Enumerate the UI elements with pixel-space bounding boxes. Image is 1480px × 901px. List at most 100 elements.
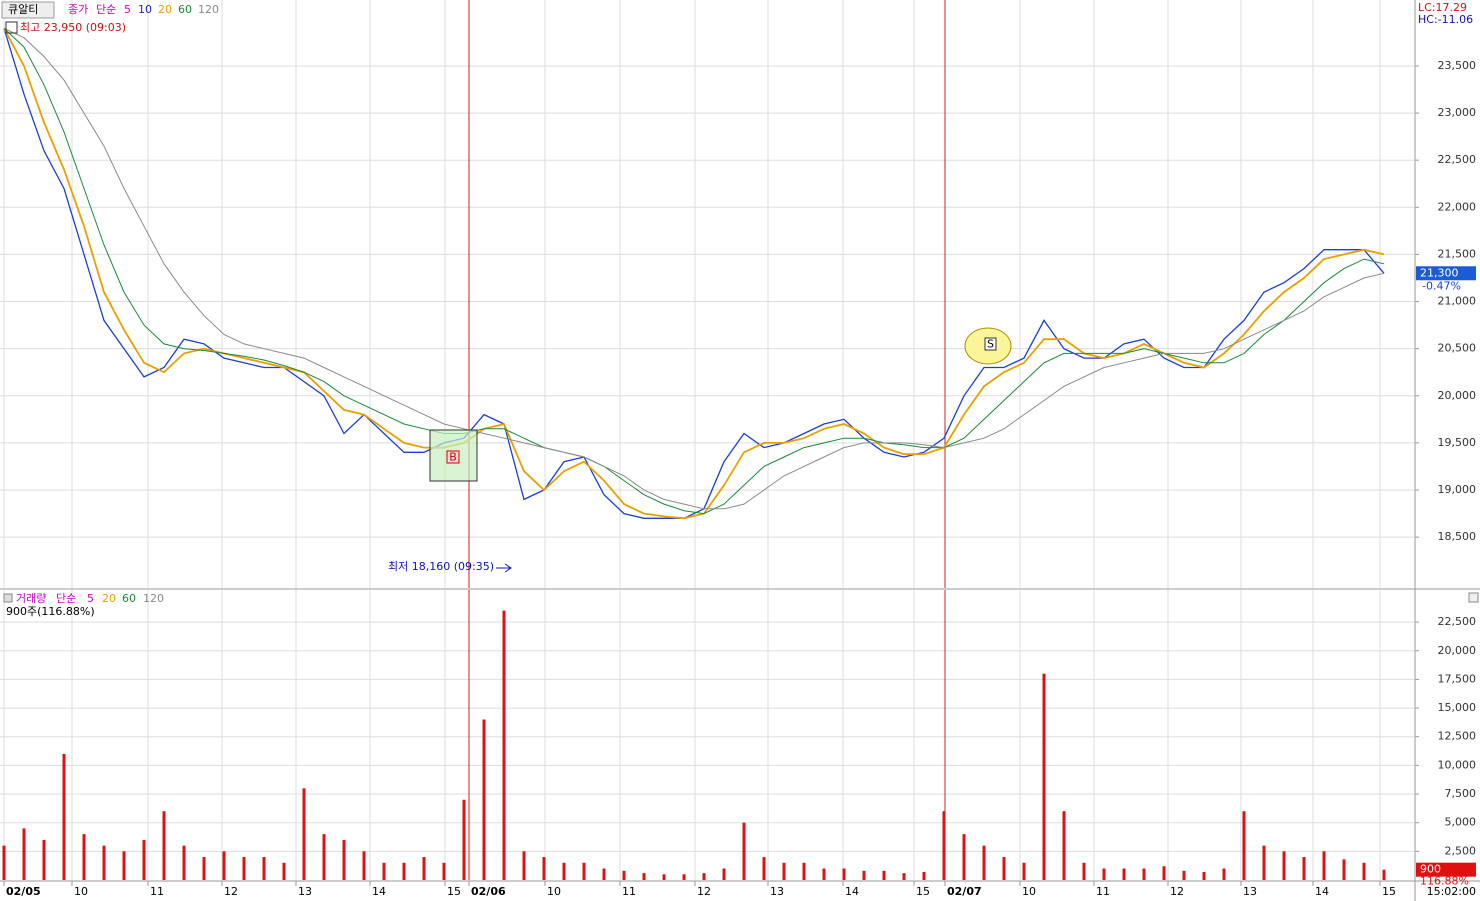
x-tick-label: 15 bbox=[916, 885, 930, 898]
volume-bar bbox=[402, 862, 406, 880]
volume-bar bbox=[662, 874, 666, 880]
y-tick-label: 20,500 bbox=[1438, 342, 1477, 355]
volume-bar bbox=[1362, 862, 1366, 880]
volume-bar bbox=[342, 839, 346, 880]
volume-bar bbox=[362, 851, 366, 880]
volume-bar bbox=[522, 851, 526, 880]
volume-bar bbox=[142, 839, 146, 880]
volume-bar bbox=[602, 868, 606, 880]
legend-entry: 10 bbox=[138, 3, 152, 16]
volume-bar bbox=[422, 857, 426, 880]
volume-bar bbox=[722, 868, 726, 880]
volume-bar bbox=[1002, 857, 1006, 880]
volume-bar bbox=[542, 857, 546, 880]
x-tick-label: 10 bbox=[547, 885, 561, 898]
legend-entry: 120 bbox=[143, 592, 164, 605]
volume-bar bbox=[122, 851, 126, 880]
y-tick-label: 19,000 bbox=[1438, 483, 1477, 496]
volume-bar bbox=[282, 862, 286, 880]
last-price-box bbox=[1416, 266, 1476, 281]
legend-entry: 60 bbox=[178, 3, 192, 16]
buy-marker[interactable] bbox=[446, 450, 460, 464]
x-tick-label: 12 bbox=[1170, 885, 1184, 898]
last-volume-label: 900 bbox=[1420, 863, 1441, 876]
volume-bar bbox=[1202, 871, 1206, 880]
x-tick-label: 02/05 bbox=[6, 885, 41, 898]
x-tick-label: 02/07 bbox=[947, 885, 982, 898]
x-tick-label: 10 bbox=[1022, 885, 1036, 898]
volume-bar bbox=[102, 845, 106, 880]
last-price-label: 21,300 bbox=[1420, 266, 1459, 279]
legend-method: 단순 bbox=[96, 3, 116, 16]
y-tick-label: 23,000 bbox=[1438, 106, 1477, 119]
volume-bar bbox=[202, 857, 206, 880]
volume-bar bbox=[462, 799, 466, 880]
x-tick-label: 10 bbox=[74, 885, 88, 898]
symbol: 큐알티 bbox=[8, 2, 38, 16]
x-tick-label: 13 bbox=[298, 885, 312, 898]
y-tick-label: 7,500 bbox=[1445, 787, 1477, 800]
y-tick-label: 22,500 bbox=[1438, 153, 1477, 166]
volume-bar bbox=[222, 851, 226, 880]
x-tick-label: 14 bbox=[1315, 885, 1329, 898]
volume-bar bbox=[902, 873, 906, 880]
volume-bar bbox=[1282, 851, 1286, 880]
y-tick-label: 15,000 bbox=[1438, 701, 1477, 714]
volume-bar bbox=[1222, 868, 1226, 880]
volume-bar bbox=[1122, 868, 1126, 880]
volume-bar bbox=[162, 811, 166, 880]
volume-bar bbox=[802, 862, 806, 880]
y-tick-label: 12,500 bbox=[1438, 730, 1477, 743]
volume-bar bbox=[842, 868, 846, 880]
legend-entry: 20 bbox=[158, 3, 172, 16]
y-tick-label: 20,000 bbox=[1438, 644, 1477, 657]
x-tick-label: 14 bbox=[372, 885, 386, 898]
volume-bar bbox=[562, 862, 566, 880]
low-annotation: 최저 18,160 (09:35) bbox=[388, 560, 494, 573]
volume-icon bbox=[3, 593, 13, 603]
y-tick-label: 17,500 bbox=[1438, 672, 1477, 685]
volume-current: 900주(116.88%) bbox=[6, 605, 95, 618]
ma-line bbox=[3, 27, 1385, 510]
volume-bar bbox=[482, 719, 486, 880]
x-tick-label: 14 bbox=[845, 885, 859, 898]
y-tick-label: 10,000 bbox=[1438, 758, 1477, 771]
ma-line bbox=[3, 27, 1385, 515]
volume-bar bbox=[702, 873, 706, 880]
low-arrow bbox=[496, 563, 512, 573]
sell-marker[interactable] bbox=[984, 337, 997, 351]
volume-bar bbox=[62, 753, 66, 880]
volume-bar bbox=[1242, 811, 1246, 880]
volume-bar bbox=[882, 870, 886, 880]
volume-bar bbox=[1042, 673, 1046, 880]
volume-bar bbox=[82, 834, 86, 880]
legend-entry: 5 bbox=[87, 592, 94, 605]
x-tick-label: 13 bbox=[770, 885, 784, 898]
y-tick-label: 21,500 bbox=[1438, 247, 1477, 260]
legend-entry: 120 bbox=[198, 3, 219, 16]
volume-bar bbox=[982, 845, 986, 880]
volume-bar bbox=[742, 822, 746, 880]
y-tick-label: 22,000 bbox=[1438, 200, 1477, 213]
volume-bar bbox=[1162, 866, 1166, 880]
symbol-box[interactable] bbox=[1, 1, 55, 19]
volume-bar bbox=[22, 828, 26, 880]
legend-entry: 60 bbox=[122, 592, 136, 605]
panel-toggle[interactable] bbox=[1468, 592, 1479, 603]
legend-close: 종가 bbox=[68, 3, 88, 16]
last-price-change: -0.47% bbox=[1422, 279, 1461, 292]
x-tick-label: 15 bbox=[1382, 885, 1396, 898]
lc-status: LC:17.29 bbox=[1418, 1, 1467, 14]
volume-bar bbox=[262, 857, 266, 880]
last-volume-box bbox=[1416, 862, 1476, 877]
y-tick-label: 2,500 bbox=[1445, 844, 1477, 857]
volume-bar bbox=[1142, 868, 1146, 880]
volume-bar bbox=[382, 862, 386, 880]
x-tick-label: 13 bbox=[1243, 885, 1257, 898]
volume-bar bbox=[1342, 859, 1346, 880]
high-icon bbox=[5, 21, 18, 34]
hc-status: HC:-11.06 bbox=[1418, 13, 1473, 26]
volume-bar bbox=[1102, 868, 1106, 880]
x-tick-label: 12 bbox=[697, 885, 711, 898]
volume-bar bbox=[1322, 851, 1326, 880]
